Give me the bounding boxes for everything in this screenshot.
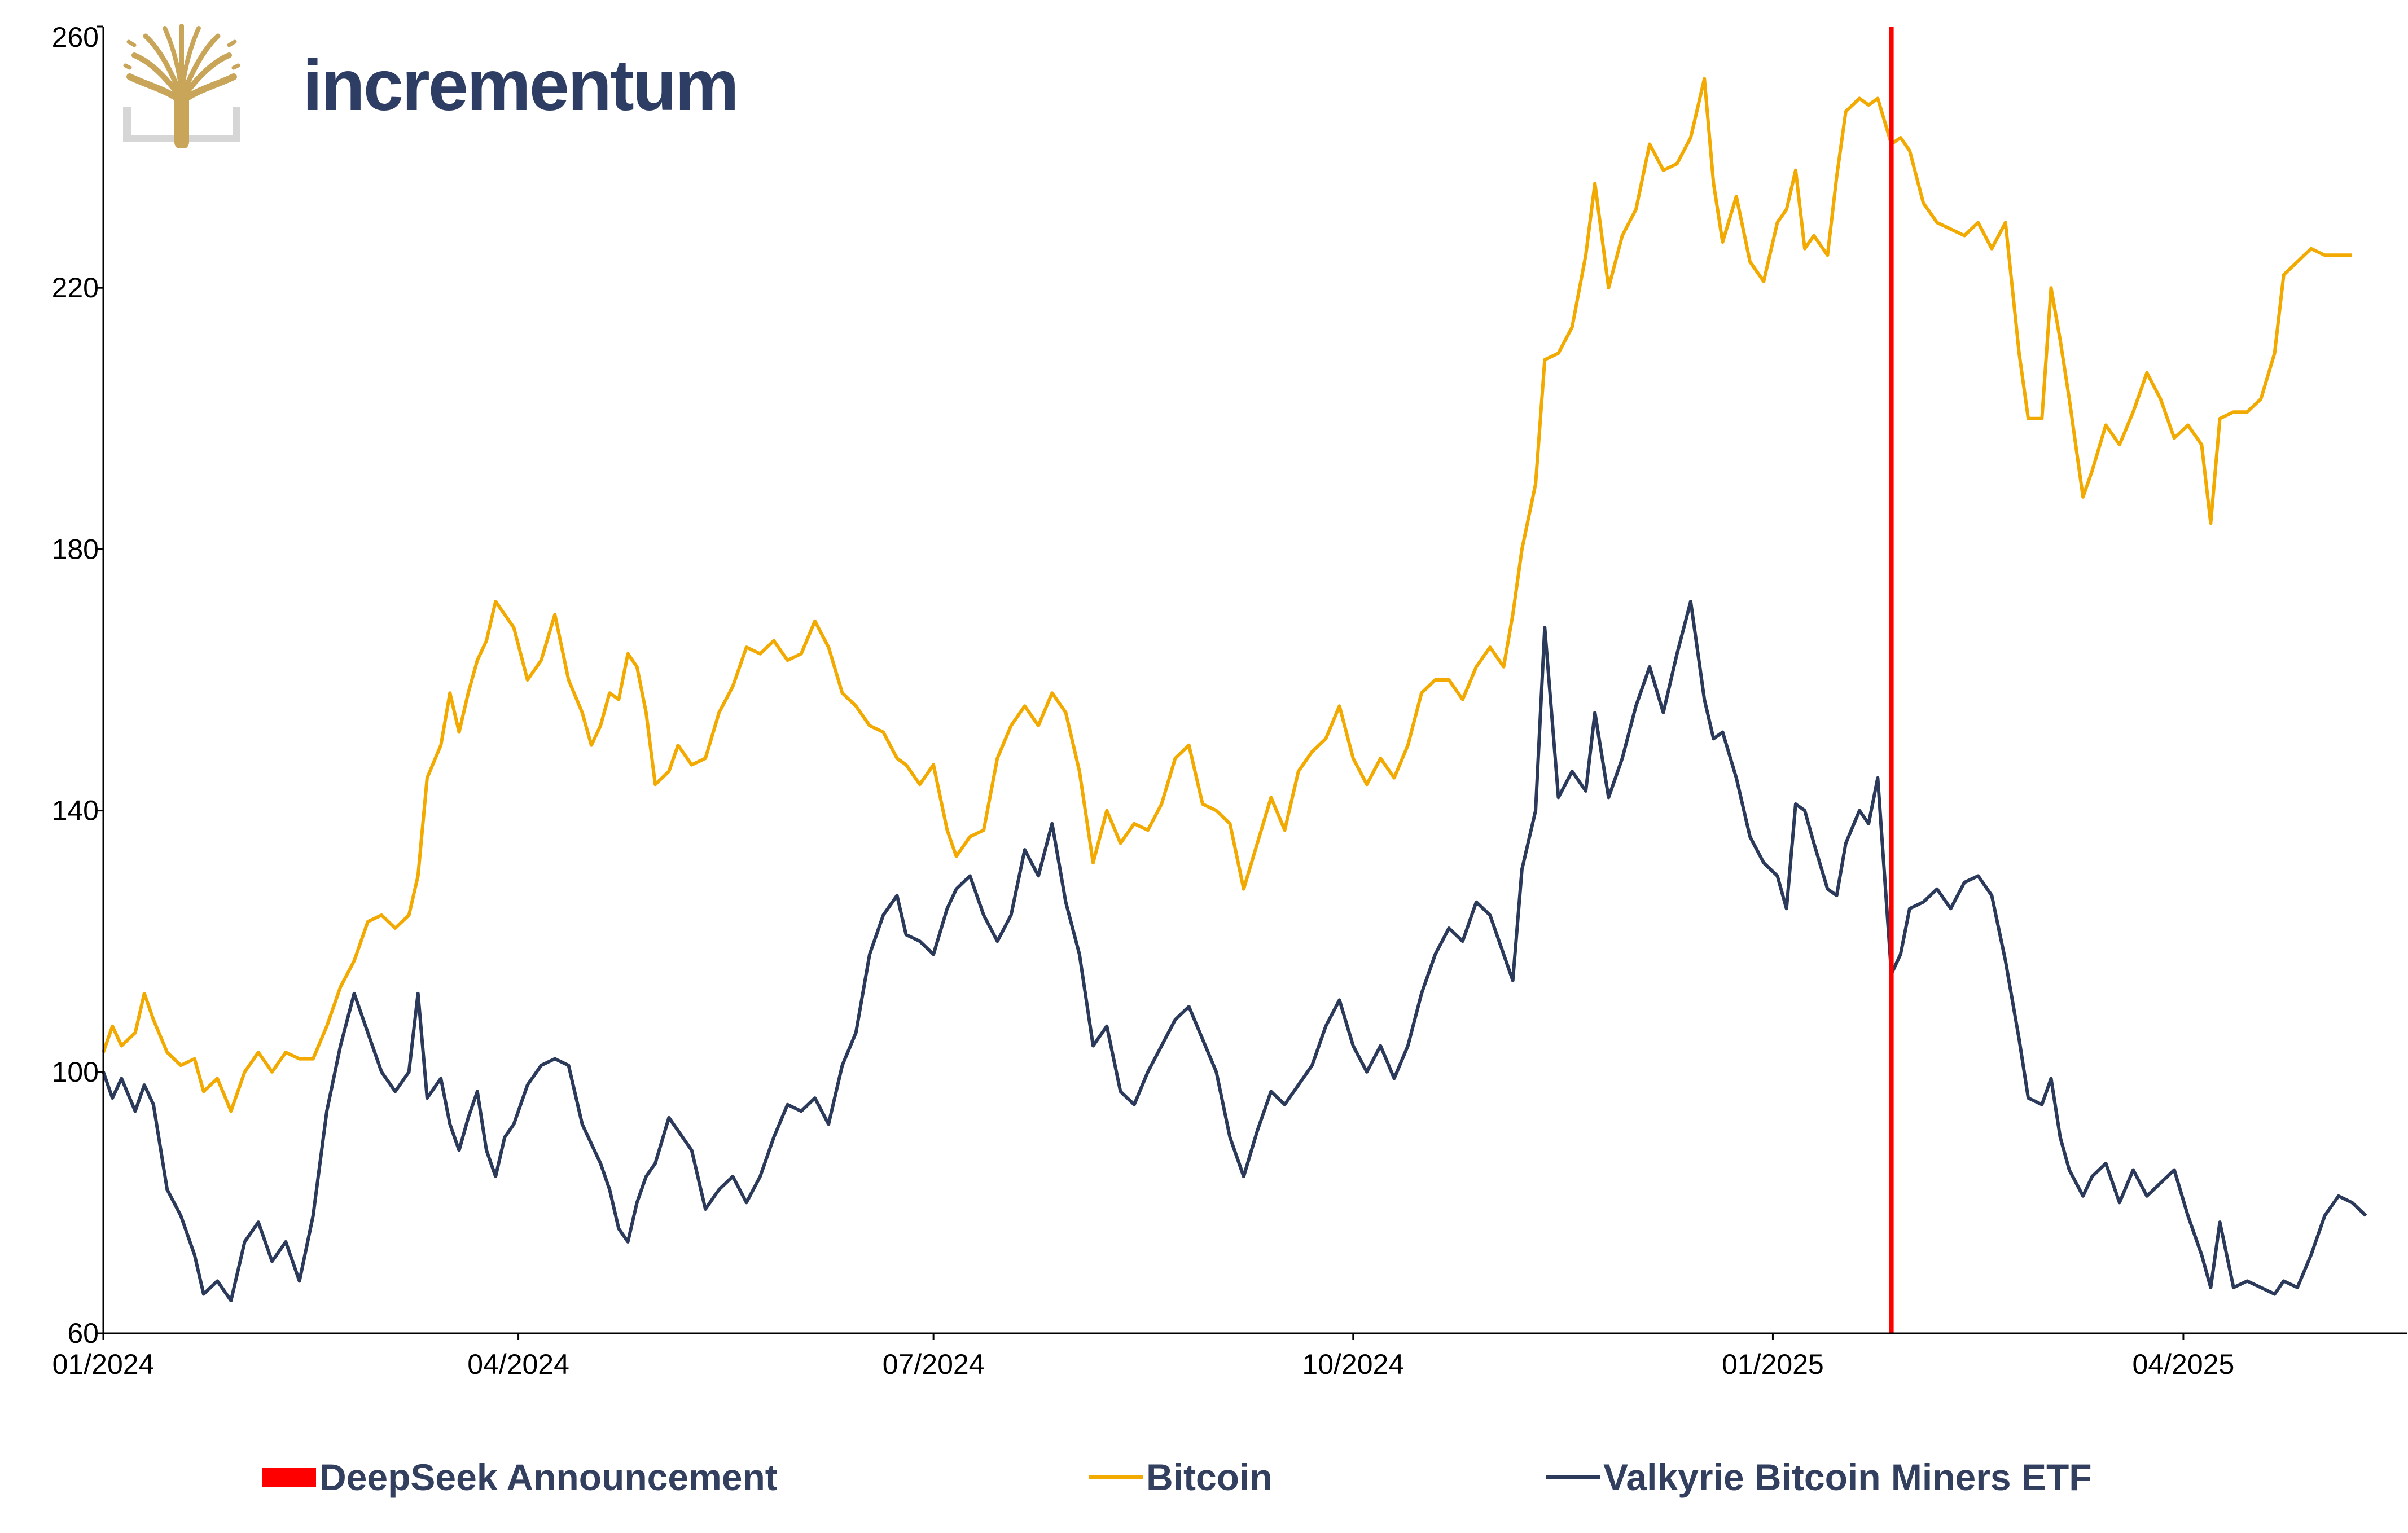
y-tick-label: 260 [52,21,99,53]
x-tick-label: 07/2024 [883,1348,985,1380]
incrementum-logo: incrementum [123,23,739,148]
series-line-valkyrie-etf [102,600,2367,1303]
legend-swatch-bitcoin [1089,1475,1143,1479]
y-tick-label: 220 [52,272,99,304]
legend-label-bitcoin: Bitcoin [1146,1456,1273,1498]
y-tick-label: 60 [67,1317,99,1349]
legend-label-deepseek: DeepSeek Announcement [319,1456,778,1498]
logo-text: incrementum [302,45,739,126]
x-tick-label: 10/2024 [1302,1348,1404,1380]
y-tick-label: 100 [52,1056,99,1088]
y-tick-label: 140 [52,795,99,827]
x-tick-label: 04/2024 [467,1348,569,1380]
legend-item-bitcoin: Bitcoin [1089,1456,1273,1499]
series-line-bitcoin [102,77,2352,1113]
legend-swatch-valkyrie [1546,1475,1600,1479]
legend-swatch-deepseek [262,1468,316,1487]
legend: DeepSeek Announcement Bitcoin Valkyrie B… [0,1456,2408,1512]
x-tick-label: 01/2024 [52,1348,155,1380]
y-tick-label: 180 [52,533,99,565]
x-tick-label: 01/2025 [1722,1348,1824,1380]
tree-icon [123,24,240,148]
legend-label-valkyrie: Valkyrie Bitcoin Miners ETF [1603,1456,2092,1498]
legend-item-deepseek-announcement: DeepSeek Announcement [262,1456,778,1499]
legend-item-valkyrie-etf: Valkyrie Bitcoin Miners ETF [1546,1456,2092,1499]
x-tick-label: 04/2025 [2133,1348,2235,1380]
